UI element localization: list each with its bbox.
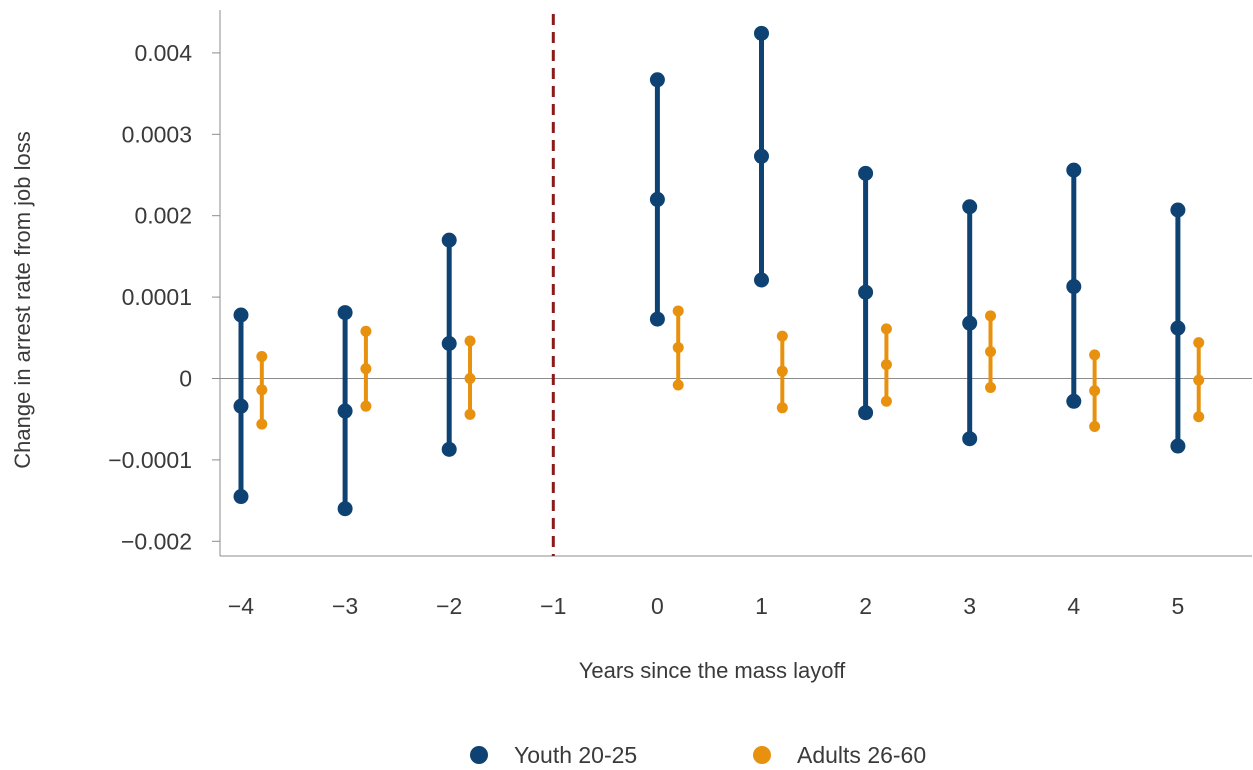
legend-item-adults[interactable]: Adults 26-60	[753, 742, 926, 768]
y-tick-labels: 0.004 0.0003 0.002 0.0001 0 −0.0001 −0.002	[108, 40, 220, 554]
lower-bound-point	[672, 379, 684, 391]
upper-bound-point	[1193, 337, 1205, 349]
series-youth	[233, 25, 1186, 517]
lower-bound-point	[1089, 421, 1101, 433]
y-tick-label: −0.0001	[108, 447, 192, 473]
lower-bound-point	[776, 402, 788, 414]
legend-swatch-youth	[470, 746, 488, 764]
lower-bound-point	[441, 441, 457, 457]
x-tick-label: 3	[963, 593, 976, 619]
upper-bound-point	[649, 72, 665, 88]
upper-bound-point	[776, 330, 788, 342]
estimate-point	[1089, 385, 1101, 397]
x-tick-label: 1	[755, 593, 768, 619]
estimate-point	[337, 403, 353, 419]
upper-bound-point	[441, 232, 457, 248]
lower-bound-point	[464, 408, 476, 420]
series-layer	[233, 25, 1205, 517]
y-tick-label: 0.0001	[122, 284, 192, 310]
estimate-point	[441, 335, 457, 351]
x-tick-label: 5	[1172, 593, 1185, 619]
legend: Youth 20-25 Adults 26-60	[470, 742, 926, 768]
upper-bound-point	[233, 307, 249, 323]
lower-bound-point	[1066, 393, 1082, 409]
estimate-point	[962, 315, 978, 331]
lower-bound-point	[1170, 438, 1186, 454]
x-tick-labels: −4 −3 −2 −1 0 1 2 3 4 5	[228, 593, 1184, 619]
estimate-point	[754, 148, 769, 164]
lower-bound-point	[360, 400, 372, 412]
estimate-point	[1170, 320, 1186, 336]
upper-bound-point	[464, 335, 476, 347]
upper-bound-point	[754, 25, 769, 41]
upper-bound-point	[1170, 202, 1186, 218]
estimate-point	[1193, 374, 1205, 386]
lower-bound-point	[337, 501, 353, 517]
estimate-point	[858, 284, 874, 300]
lower-bound-point	[1193, 411, 1205, 423]
y-tick-label: 0.004	[134, 40, 192, 66]
estimate-point	[776, 365, 788, 377]
upper-bound-point	[360, 325, 372, 337]
x-tick-label: −4	[228, 593, 254, 619]
upper-bound-point	[858, 165, 874, 181]
upper-bound-point	[1089, 349, 1101, 361]
y-tick-label: 0.002	[134, 203, 192, 229]
upper-bound-point	[337, 305, 353, 321]
y-tick-label: 0	[179, 366, 192, 392]
y-tick-label: −0.002	[121, 528, 192, 554]
legend-item-youth[interactable]: Youth 20-25	[470, 742, 637, 768]
upper-bound-point	[256, 351, 268, 363]
upper-bound-point	[1066, 162, 1082, 178]
lower-bound-point	[858, 405, 874, 421]
x-axis-title: Years since the mass layoff	[579, 658, 846, 683]
y-tick-label: 0.0003	[122, 121, 192, 147]
lower-bound-point	[880, 395, 892, 407]
x-tick-label: 0	[651, 593, 664, 619]
upper-bound-point	[880, 323, 892, 335]
lower-bound-point	[233, 489, 249, 505]
legend-label-youth: Youth 20-25	[514, 742, 637, 768]
lower-bound-point	[649, 311, 665, 327]
estimate-point	[256, 384, 268, 396]
x-tick-label: −2	[436, 593, 462, 619]
y-axis-title: Change in arrest rate from job loss	[10, 131, 35, 469]
estimate-point	[649, 191, 665, 207]
x-tick-label: −1	[540, 593, 566, 619]
upper-bound-point	[962, 199, 978, 215]
estimate-point	[464, 373, 476, 384]
axes-layer	[219, 10, 1252, 557]
estimate-point	[233, 398, 249, 414]
upper-bound-point	[985, 310, 997, 322]
series-adults	[256, 305, 1205, 433]
lower-bound-point	[256, 418, 268, 430]
lower-bound-point	[754, 272, 769, 288]
x-tick-label: 4	[1067, 593, 1080, 619]
estimate-point	[985, 346, 997, 358]
estimate-point	[880, 359, 892, 371]
lower-bound-point	[962, 431, 978, 447]
x-tick-label: −3	[332, 593, 358, 619]
legend-label-adults: Adults 26-60	[797, 742, 926, 768]
upper-bound-point	[672, 305, 684, 317]
estimate-point	[360, 363, 372, 375]
x-tick-label: 2	[859, 593, 872, 619]
estimate-point	[1066, 279, 1082, 295]
legend-swatch-adults	[753, 746, 771, 764]
estimate-point	[672, 342, 684, 354]
lower-bound-point	[985, 381, 997, 393]
